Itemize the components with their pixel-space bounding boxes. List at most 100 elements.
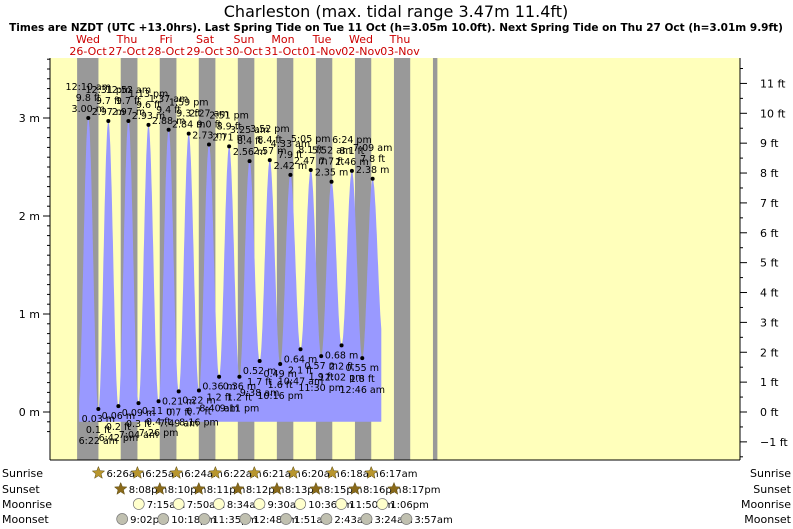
tide-m-label: 2.38 m (356, 165, 389, 176)
astro-events: Sunrise Sunrise Sunset Sunset Moonrise Moonri… (2, 465, 792, 526)
tide-ft-label: 1.2 ft (227, 393, 252, 404)
sunrise-time: 6:24am (184, 469, 222, 480)
sunrise-time: 6:18am (340, 469, 378, 480)
sunset-icon (348, 481, 362, 495)
tide-ft-label: 0.1 ft (86, 425, 111, 436)
tide-m-label: 0.11 m (142, 406, 175, 417)
tide-ft-label: 0.2 ft (106, 422, 131, 433)
tide-high-point (146, 122, 151, 127)
tide-time-label: 8:40 am (199, 404, 238, 415)
moonrise-icon (213, 498, 225, 510)
tide-time-label: 12:10 am (66, 82, 111, 93)
tide-time-label: 3:52 pm (250, 124, 290, 135)
tide-ft-label: 0.7 ft (186, 406, 211, 417)
tide-m-label: 2.97 m (112, 107, 145, 118)
tide-time-label: 9:11 pm (220, 404, 260, 415)
tide-time-label: 8:16 pm (179, 417, 219, 428)
tide-m-label: 2.47 m (294, 156, 327, 167)
tide-m-label: 2.71 m (212, 132, 245, 143)
tide-time-label: 1:59 pm (169, 98, 209, 109)
y-ft-tick-label: 2 ft (760, 346, 779, 359)
row-label-left: Sunrise (2, 467, 43, 480)
y-ft-tick-label: 5 ft (760, 257, 779, 270)
row-label-right: Sunrise (750, 467, 791, 480)
y-m-tick-label: 2 m (19, 210, 40, 223)
y-ft-tick-label: 0 ft (760, 406, 779, 419)
y-ft-tick-label: 6 ft (760, 227, 779, 240)
axes: 0 m 1 m 2 m 3 m −1 ft 0 ft 1 ft 2 ft 3 ft 4 ft 5 f… (19, 58, 788, 461)
day-name-label: Thu (389, 33, 411, 46)
day-labels: Wed26-OctThu27-OctFri28-OctSat29-OctSun3… (69, 33, 420, 58)
tide-m-label: 0.68 m (325, 350, 358, 361)
tide-high-point (227, 144, 232, 149)
tide-m-label: 2.97 m (92, 107, 125, 118)
tide-time-label: 2:27 am (189, 108, 228, 119)
moonset-icon (198, 513, 211, 525)
sunrise-icon (169, 465, 184, 479)
tide-time-label: 7:04 am (119, 430, 158, 441)
tide-time-label: 6:22 am (79, 436, 118, 447)
y-m-tick-label: 0 m (19, 406, 40, 419)
sunset-time: 8:13pm (285, 485, 324, 496)
sunrise-icon (247, 465, 262, 479)
day-date-label: 27-Oct (108, 45, 146, 58)
tide-ft-label: 8.9 ft (217, 121, 242, 132)
tide-m-label: 0.57 m (304, 361, 337, 372)
tide-ft-label: 8.1 ft (339, 146, 364, 157)
tide-ft-label: 0.7 ft (166, 407, 191, 418)
moonset-time: 10:18pm (171, 515, 216, 525)
tide-water (79, 118, 382, 422)
tide-time-label: 5:52 am (312, 146, 351, 157)
day-date-label: 01-Nov (302, 45, 342, 58)
sunrise-time: 6:25am (145, 469, 183, 480)
tide-ft-label: 1.7 ft (247, 377, 272, 388)
row-label-right: Moonset (744, 513, 791, 525)
day-name-label: Fri (159, 33, 172, 46)
tide-low-point (176, 389, 181, 394)
moonset-icon (116, 513, 129, 525)
sunrise-icon (208, 465, 223, 479)
tide-m-label: 0.52 m (243, 366, 276, 377)
tide-ft-label: 1.2 ft (207, 393, 232, 404)
tide-low-point (257, 359, 262, 364)
tide-high-point (126, 118, 131, 123)
tide-m-label: 2.42 m (274, 161, 307, 172)
tide-m-label: 0.49 m (263, 369, 296, 380)
sunset-icon (113, 481, 128, 495)
moonrise-icon (172, 498, 185, 510)
tide-high-point (329, 179, 334, 184)
row-label-left: Moonrise (2, 498, 52, 511)
tide-ft-label: 0.3 ft (126, 419, 151, 430)
sunset-icon (152, 481, 167, 495)
tide-low-point (217, 374, 222, 379)
sunrise-time: 6:22am (223, 469, 261, 480)
day-date-label: 31-Oct (264, 45, 302, 58)
moonset-time: 2:43am (334, 515, 372, 525)
sunset-icon (309, 481, 323, 495)
moonrise-icon (376, 498, 389, 510)
day-name-label: Tue (312, 33, 332, 46)
tide-time-label: 10:16 pm (257, 391, 303, 402)
tide-m-label: 0.06 m (102, 411, 135, 422)
tide-ft-label: 1.8 ft (350, 374, 375, 385)
tide-low-point (278, 361, 283, 366)
tide-m-label: 3.00 m (72, 104, 105, 115)
tide-low-point (237, 374, 242, 379)
tide-time-label: 12:46 am (340, 385, 385, 396)
tide-time-label: 6:24 pm (332, 135, 372, 146)
row-label-right: Moonrise (741, 498, 791, 511)
tide-ft-label: 9.6 ft (136, 100, 161, 111)
tide-m-label: 0.55 m (346, 363, 379, 374)
tide-time-label: 1:13 pm (129, 89, 169, 100)
tide-high-point (370, 176, 375, 181)
moonrise-icon (294, 498, 307, 510)
y-m-tick-label: 3 m (19, 112, 40, 125)
moonset-time: 3:57am (414, 515, 452, 525)
day-date-label: 03-Nov (380, 45, 420, 58)
tide-high-point (267, 158, 272, 163)
sunrise-icon (91, 465, 106, 479)
tide-time-label: 10:47 am (278, 376, 323, 387)
y-m-tick-label: 1 m (19, 308, 40, 321)
sunset-time: 8:11pm (207, 485, 246, 496)
